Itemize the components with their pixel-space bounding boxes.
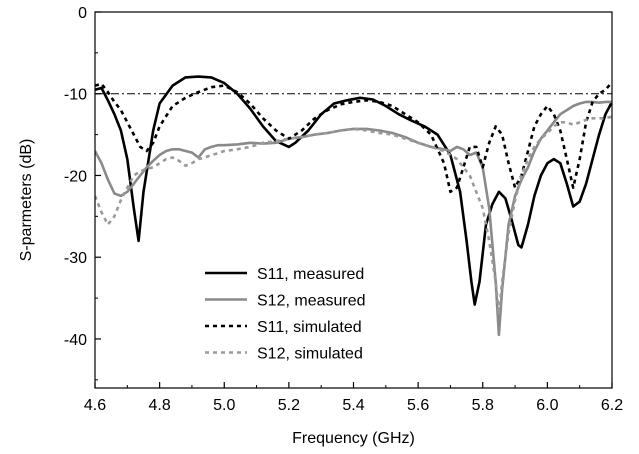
x-tick-label: 4.8 bbox=[149, 397, 171, 414]
legend-label-s11-measured: S11, measured bbox=[257, 266, 364, 283]
y-tick-label: -30 bbox=[64, 250, 87, 267]
x-tick-label: 5.6 bbox=[407, 397, 429, 414]
x-tick-label: 6.0 bbox=[536, 397, 558, 414]
x-tick-label: 5.8 bbox=[472, 397, 494, 414]
x-tick-label: 6.2 bbox=[601, 397, 623, 414]
legend-label-s12-measured: S12, measured bbox=[257, 293, 366, 310]
y-tick-label: 0 bbox=[78, 5, 87, 22]
x-tick-label: 5.0 bbox=[213, 397, 235, 414]
x-axis-title: Frequency (GHz) bbox=[292, 430, 415, 447]
y-tick-label: -40 bbox=[64, 332, 87, 349]
legend-label-s11-simulated: S11, simulated bbox=[257, 319, 362, 336]
x-tick-label: 4.6 bbox=[84, 397, 106, 414]
series-line-s11-measured bbox=[95, 75, 612, 306]
y-axis-title: S-parmeters (dB) bbox=[18, 139, 35, 262]
y-tick-label: -20 bbox=[64, 168, 87, 185]
axes-layer: 4.6 4.8 5.0 5.2 5.4 5.6 5.8 6.0 6.2 0 -10 -20 -30 -40 bbox=[64, 5, 623, 414]
x-tick-label: 5.4 bbox=[342, 397, 364, 414]
x-tick-label: 5.2 bbox=[278, 397, 300, 414]
series-line-s11-simulated bbox=[95, 81, 612, 194]
series-layer bbox=[95, 75, 612, 337]
y-tick-label: -10 bbox=[64, 87, 87, 104]
legend: S11, measured S12, measured S11, simulated… bbox=[205, 266, 366, 363]
series-line-s12-simulated bbox=[95, 115, 612, 316]
legend-label-s12-simulated: S12, simulated bbox=[257, 346, 363, 363]
